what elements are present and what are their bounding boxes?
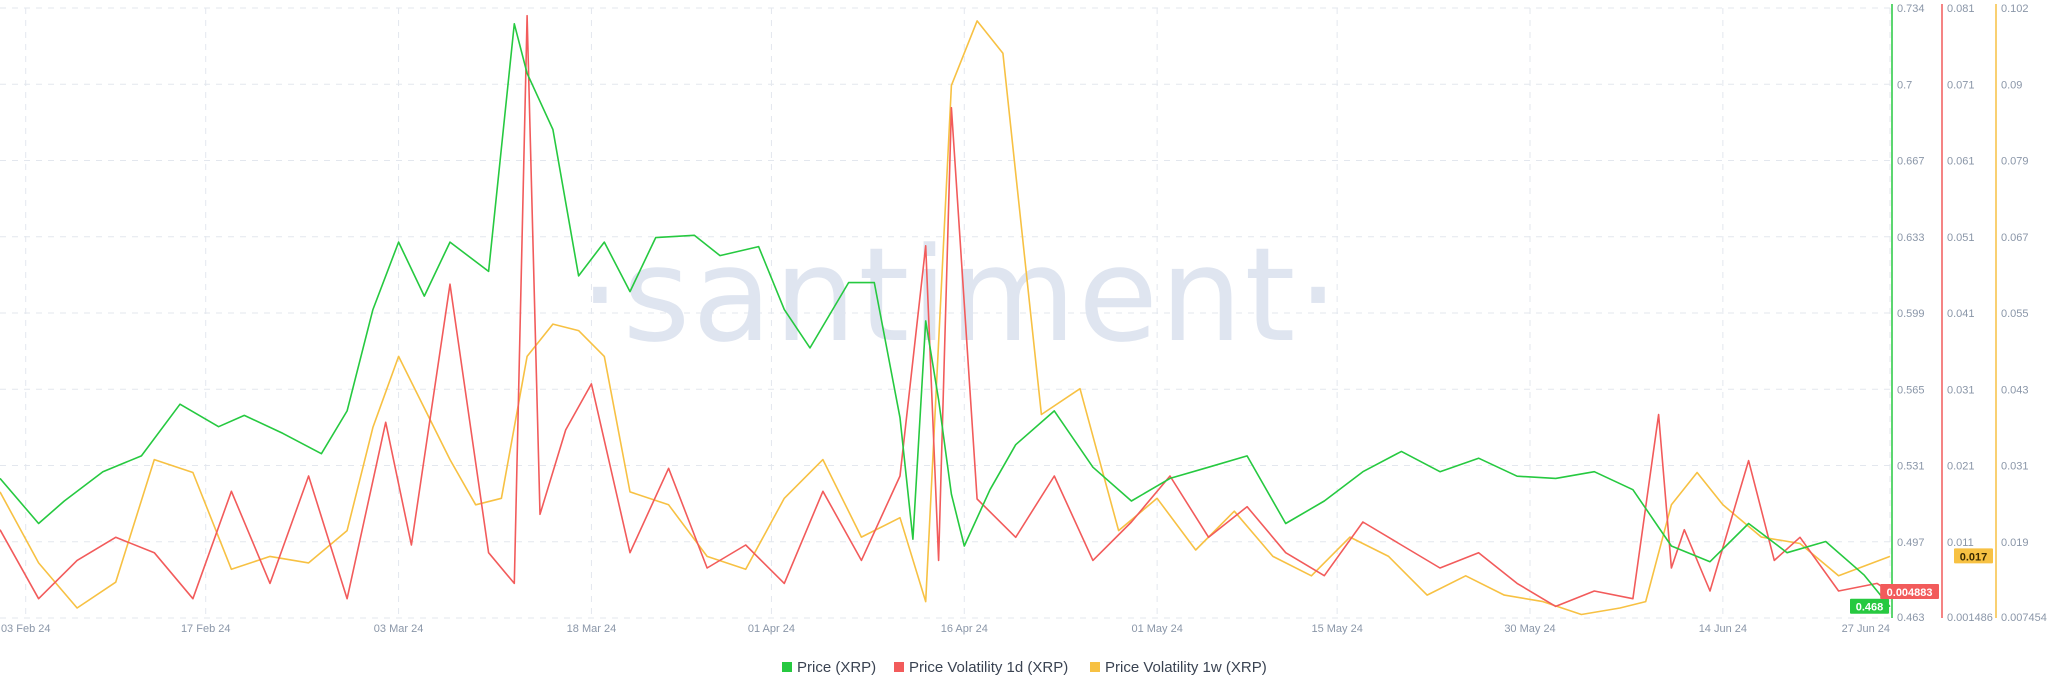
legend: Price (XRP) Price Volatility 1d (XRP) Pric…	[782, 659, 1267, 676]
y-tick-label-price: 0.734	[1897, 3, 1925, 15]
y-tick-label-vol1w: 0.031	[2001, 461, 2029, 473]
y-tick-label-vol1w: 0.09	[2001, 79, 2022, 91]
y-tick-label-price: 0.7	[1897, 79, 1912, 91]
current-value-label-price: 0.468	[1856, 602, 1884, 614]
axis-layer: 0.734 0.7 0.667 0.633 0.599 0.565 0.531 0.497 0.…	[1850, 3, 2047, 624]
y-tick-label-vol1w: 0.102	[2001, 3, 2029, 15]
y-tick-label-vol1d: 0.011	[1947, 537, 1974, 549]
current-value-label-vol1w: 0.017	[1960, 551, 1988, 563]
y-tick-label-price: 0.667	[1897, 156, 1925, 168]
legend-swatch	[1090, 662, 1100, 672]
x-tick-label: 17 Feb 24	[181, 623, 231, 635]
y-tick-label-vol1d: 0.051	[1947, 232, 1975, 244]
y-tick-label-price: 0.497	[1897, 537, 1925, 549]
y-tick-label-vol1w: 0.043	[2001, 384, 2029, 396]
y-tick-label-vol1w: 0.079	[2001, 156, 2029, 168]
x-tick-label: 18 Mar 24	[567, 623, 617, 635]
x-tick-label: 14 Jun 24	[1699, 623, 1747, 635]
legend-label: Price (XRP)	[797, 659, 876, 676]
current-value-badge-vol1d	[1880, 583, 1939, 599]
y-tick-label-price: 0.633	[1897, 232, 1925, 244]
x-tick-label: 01 May 24	[1131, 623, 1182, 635]
current-value-badge-vol1w	[1954, 548, 1993, 564]
x-tick-label: 03 Mar 24	[374, 623, 424, 635]
series-line-vol1w	[0, 20, 1891, 616]
legend-swatch	[782, 662, 792, 672]
y-tick-label-vol1w: 0.055	[2001, 308, 2029, 320]
y-tick-label-vol1d: 0.001486	[1947, 612, 1993, 624]
current-value-badge-price	[1850, 598, 1889, 614]
x-tick-label: 15 May 24	[1311, 623, 1362, 635]
y-tick-label-vol1w: 0.019	[2001, 537, 2029, 549]
x-tick-label: 30 May 24	[1504, 623, 1555, 635]
series-line-vol1d	[0, 14, 1891, 608]
y-tick-label-price: 0.463	[1897, 612, 1925, 624]
y-tick-label-vol1d: 0.031	[1947, 384, 1975, 396]
series-layer	[0, 14, 1891, 616]
x-tick-label: 16 Apr 24	[941, 623, 988, 635]
y-tick-label-vol1d: 0.081	[1947, 3, 1975, 15]
y-tick-label-price: 0.599	[1897, 308, 1925, 320]
legend-label: Price Volatility 1w (XRP)	[1105, 659, 1267, 676]
y-tick-label-vol1w: 0.007454	[2001, 612, 2047, 624]
y-tick-label-price: 0.531	[1897, 461, 1925, 473]
y-tick-label-vol1d: 0.041	[1947, 308, 1975, 320]
y-tick-label-price: 0.565	[1897, 384, 1925, 396]
y-tick-label-vol1w: 0.067	[2001, 232, 2029, 244]
x-tick-label: 01 Apr 24	[748, 623, 795, 635]
current-value-label-vol1d: 0.004883	[1887, 587, 1933, 599]
grid-layer	[0, 7, 1891, 619]
x-axis: 03 Feb 24 17 Feb 24 03 Mar 24 18 Mar 24 01 A…	[1, 623, 1890, 635]
series-line-price	[0, 23, 1891, 608]
y-tick-label-vol1d: 0.071	[1947, 79, 1975, 91]
x-tick-label: 03 Feb 24	[1, 623, 51, 635]
y-tick-label-vol1d: 0.061	[1947, 156, 1975, 168]
x-tick-label: 27 Jun 24	[1842, 623, 1890, 635]
legend-label: Price Volatility 1d (XRP)	[909, 659, 1068, 676]
legend-swatch	[894, 662, 904, 672]
y-tick-label-vol1d: 0.021	[1947, 461, 1975, 473]
